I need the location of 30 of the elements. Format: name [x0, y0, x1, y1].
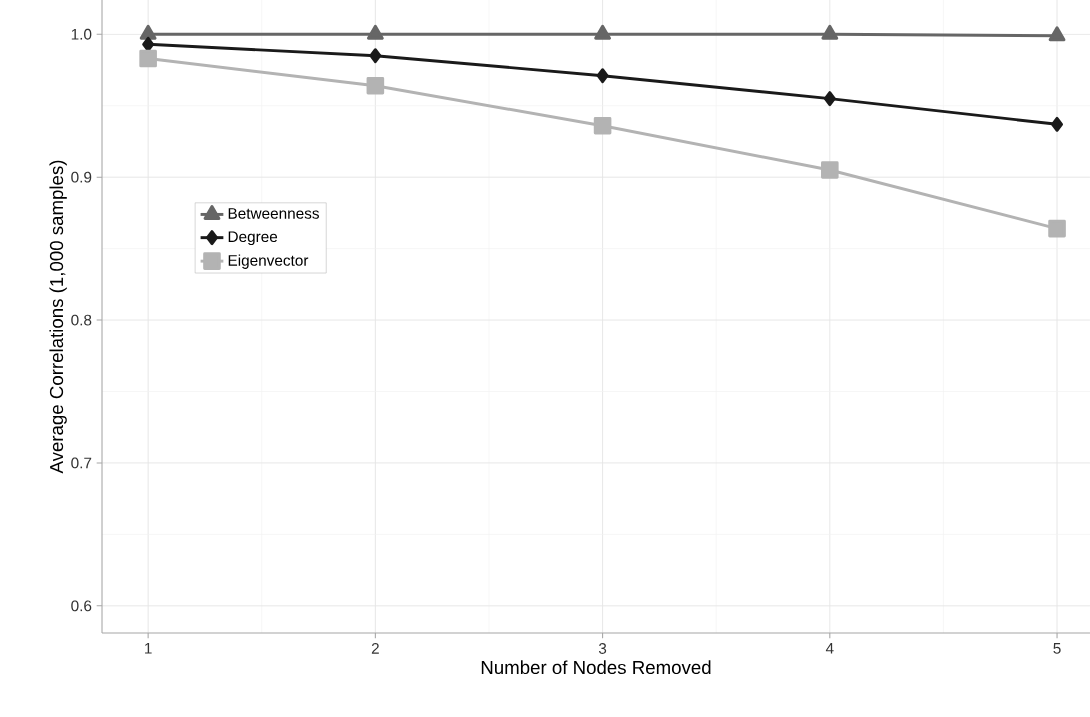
legend-label: Eigenvector	[228, 254, 309, 269]
point	[823, 91, 836, 107]
point	[369, 48, 382, 64]
point	[1048, 26, 1066, 42]
point	[1051, 116, 1064, 132]
point	[593, 116, 612, 135]
y-tick-label: 0.9	[71, 171, 92, 183]
y-tick-label: 0.7	[71, 457, 92, 469]
point	[366, 24, 384, 40]
x-tick-label: 5	[1053, 643, 1061, 654]
y-axis-title: Average Correlations (1,000 samples)	[49, 160, 67, 474]
point	[139, 49, 157, 68]
x-axis-title: Number of Nodes Removed	[481, 660, 711, 675]
point	[596, 68, 609, 84]
x-tick-label: 2	[371, 643, 379, 654]
point	[139, 24, 157, 40]
legend-label: Betweenness	[228, 208, 319, 219]
legend-label: Degree	[228, 231, 278, 246]
y-tick-label: 1.0	[71, 28, 92, 40]
point	[594, 24, 611, 40]
point	[142, 36, 155, 52]
x-tick-label: 1	[145, 643, 152, 654]
y-tick-label: 0.6	[71, 600, 92, 612]
point	[366, 76, 385, 95]
point	[1048, 219, 1066, 238]
y-tick-label: 0.8	[71, 314, 92, 326]
point	[821, 24, 839, 40]
x-tick-label: 4	[825, 643, 834, 654]
x-tick-label: 3	[598, 643, 607, 654]
point	[821, 161, 839, 179]
